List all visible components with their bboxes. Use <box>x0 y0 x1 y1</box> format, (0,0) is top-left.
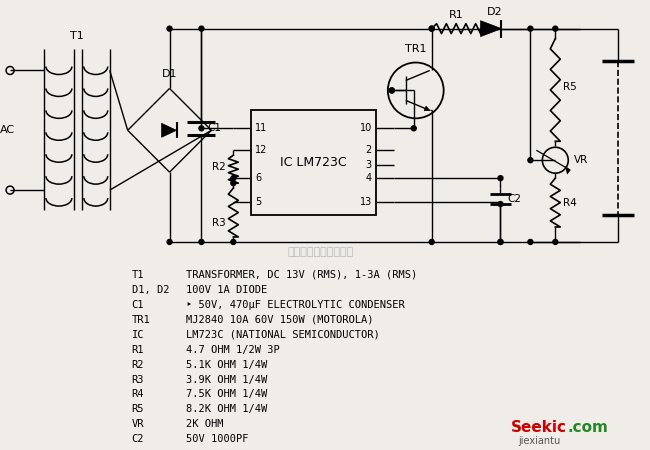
Text: R1: R1 <box>132 345 144 355</box>
Text: R3: R3 <box>212 217 226 228</box>
Circle shape <box>552 239 558 244</box>
Text: 50V 1000PF: 50V 1000PF <box>187 434 249 444</box>
Text: 12: 12 <box>255 145 268 155</box>
Text: 11: 11 <box>255 123 268 133</box>
Text: 2: 2 <box>366 145 372 155</box>
Text: ‣ 50V, 470μF ELECTROLYTIC CONDENSER: ‣ 50V, 470μF ELECTROLYTIC CONDENSER <box>187 300 405 310</box>
Text: TRANSFORMER, DC 13V (RMS), 1-3A (RMS): TRANSFORMER, DC 13V (RMS), 1-3A (RMS) <box>187 270 418 280</box>
Bar <box>252 110 376 215</box>
Text: .com: .com <box>567 420 608 435</box>
Text: 13: 13 <box>359 197 372 207</box>
Text: IC: IC <box>132 330 144 340</box>
Text: IC LM723C: IC LM723C <box>280 156 347 169</box>
Text: jiexiantu: jiexiantu <box>519 436 561 446</box>
Text: 8.2K OHM 1/4W: 8.2K OHM 1/4W <box>187 405 268 414</box>
Text: R4: R4 <box>564 198 577 207</box>
Text: VR: VR <box>132 419 144 429</box>
Circle shape <box>199 126 204 131</box>
Text: MJ2840 10A 60V 150W (MOTOROLA): MJ2840 10A 60V 150W (MOTOROLA) <box>187 315 374 325</box>
Circle shape <box>389 88 395 93</box>
Circle shape <box>231 176 236 180</box>
Text: AC: AC <box>0 125 15 135</box>
Circle shape <box>498 202 503 207</box>
Text: Seekic: Seekic <box>510 420 566 435</box>
Text: D1, D2: D1, D2 <box>132 285 169 295</box>
Polygon shape <box>162 123 177 137</box>
Text: R2: R2 <box>212 162 226 172</box>
Text: 7.5K OHM 1/4W: 7.5K OHM 1/4W <box>187 389 268 400</box>
Text: T1: T1 <box>132 270 144 280</box>
Circle shape <box>429 26 434 31</box>
Circle shape <box>231 239 236 244</box>
Circle shape <box>498 239 503 244</box>
Circle shape <box>411 126 416 131</box>
Circle shape <box>528 26 533 31</box>
Circle shape <box>167 239 172 244</box>
Text: 10: 10 <box>359 123 372 133</box>
Text: 4.7 OHM 1/2W 3P: 4.7 OHM 1/2W 3P <box>187 345 280 355</box>
Polygon shape <box>566 166 570 174</box>
Text: R2: R2 <box>132 360 144 369</box>
Text: 3: 3 <box>366 160 372 170</box>
Text: C1: C1 <box>207 123 222 133</box>
Text: D1: D1 <box>162 69 177 80</box>
Text: 杭州谙睿科技有限公司: 杭州谙睿科技有限公司 <box>288 247 354 257</box>
Text: 3.9K OHM 1/4W: 3.9K OHM 1/4W <box>187 374 268 384</box>
Circle shape <box>167 26 172 31</box>
Text: D2: D2 <box>487 7 502 17</box>
Circle shape <box>199 239 204 244</box>
Text: 4: 4 <box>366 173 372 183</box>
Circle shape <box>552 26 558 31</box>
Polygon shape <box>480 21 502 36</box>
Text: 6: 6 <box>255 173 261 183</box>
Text: 5: 5 <box>255 197 261 207</box>
Circle shape <box>429 239 434 244</box>
Text: T1: T1 <box>70 31 84 40</box>
Text: R5: R5 <box>564 82 577 92</box>
Text: R5: R5 <box>132 405 144 414</box>
Text: R4: R4 <box>132 389 144 400</box>
Text: R3: R3 <box>132 374 144 384</box>
Circle shape <box>498 176 503 180</box>
Circle shape <box>498 239 503 244</box>
Text: R1: R1 <box>448 9 463 20</box>
Circle shape <box>199 26 204 31</box>
Circle shape <box>429 26 434 31</box>
Text: TR1: TR1 <box>132 315 150 325</box>
Polygon shape <box>424 106 430 111</box>
Text: 2K OHM: 2K OHM <box>187 419 224 429</box>
Text: LM723C (NATIONAL SEMICONDUCTOR): LM723C (NATIONAL SEMICONDUCTOR) <box>187 330 380 340</box>
Text: 5.1K OHM 1/4W: 5.1K OHM 1/4W <box>187 360 268 369</box>
Text: C2: C2 <box>132 434 144 444</box>
Text: C2: C2 <box>508 194 521 204</box>
Circle shape <box>528 158 533 163</box>
Text: C1: C1 <box>132 300 144 310</box>
Text: TR1: TR1 <box>405 44 426 54</box>
Circle shape <box>528 239 533 244</box>
Text: VR: VR <box>574 155 588 165</box>
Text: 100V 1A DIODE: 100V 1A DIODE <box>187 285 268 295</box>
Circle shape <box>389 88 395 93</box>
Circle shape <box>231 180 236 186</box>
